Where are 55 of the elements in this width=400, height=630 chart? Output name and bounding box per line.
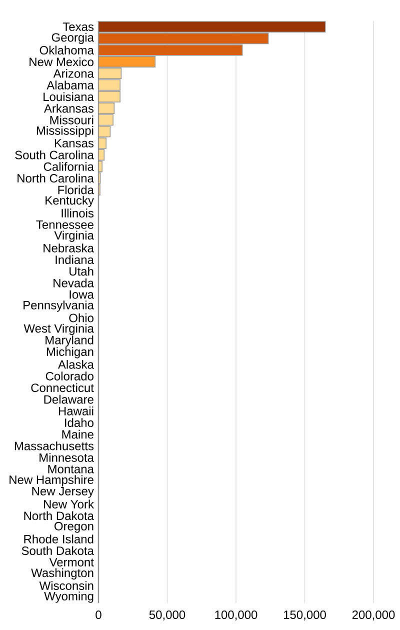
- y-tick-label: New York: [44, 500, 94, 508]
- y-tick-label: Maryland: [46, 336, 94, 347]
- y-tick-label: Rhode Island: [24, 534, 94, 544]
- y-tick-label: Kansas: [54, 139, 94, 148]
- y-tick-label: Louisiana: [44, 92, 94, 102]
- y-tick-label: Nevada: [54, 278, 94, 288]
- y-tick-label: Illinois: [62, 208, 94, 218]
- y-tick-label: Arizona: [53, 68, 94, 78]
- y-tick-label: California: [44, 162, 94, 171]
- y-tick-label: Iowa: [70, 290, 94, 299]
- y-tick-label: Vermont: [49, 558, 94, 566]
- y-tick-label: Connecticut: [31, 383, 94, 392]
- x-tick-label: 100,000: [215, 610, 258, 620]
- y-tick-label: Indiana: [56, 255, 94, 264]
- y-tick-label: North Dakota: [24, 511, 94, 520]
- y-tick-label: Alabama: [46, 80, 94, 90]
- y-tick-label: Delaware: [44, 394, 94, 404]
- y-tick-label: Arkansas: [44, 104, 94, 113]
- y-tick-label: Idaho: [65, 418, 94, 427]
- y-tick-label: New Jersey: [32, 487, 94, 498]
- y-tick-label: Kentucky: [46, 196, 94, 208]
- y-tick-label: New Hampshire: [10, 475, 94, 486]
- y-tick-label: Michigan: [46, 347, 94, 358]
- y-tick-label: Alaska: [58, 360, 94, 369]
- y-tick-label: Massachusetts: [14, 441, 94, 450]
- y-tick-label: Texas: [62, 22, 94, 32]
- y-tick-label: South Dakota: [22, 546, 94, 556]
- y-tick-label: Utah: [70, 266, 94, 276]
- y-tick-label: Wisconsin: [39, 581, 94, 590]
- y-tick-label: Mississippi: [36, 126, 94, 138]
- x-tick-label: 150,000: [284, 610, 326, 620]
- y-tick-label: Ohio: [69, 313, 94, 322]
- y-tick-label: Virginia: [54, 230, 94, 242]
- y-tick-label: Hawaii: [58, 406, 94, 416]
- y-tick-label: Minnesota: [40, 453, 94, 462]
- y-tick-label: South Carolina: [15, 150, 94, 160]
- y-tick-label: New Mexico: [30, 57, 94, 66]
- y-tick-label: Tennessee: [36, 220, 94, 229]
- x-tick-label: 200,000: [352, 610, 395, 620]
- y-tick-label: North Carolina: [18, 174, 94, 183]
- x-tick-label: 50,000: [149, 610, 186, 620]
- y-tick-label: Washington: [31, 568, 94, 580]
- y-tick-label: Colorado: [46, 372, 94, 380]
- y-tick-label: Wyoming: [44, 592, 94, 603]
- y-tick-label: Pennsylvania: [24, 300, 94, 312]
- y-tick-label: Georgia: [52, 32, 94, 44]
- y-tick-label: Oklahoma: [40, 46, 94, 55]
- y-tick-label: Oregon: [54, 522, 94, 533]
- y-tick-label: Florida: [58, 185, 94, 194]
- y-tick-label: West Virginia: [24, 324, 94, 336]
- y-tick-label: Maine: [62, 430, 94, 439]
- y-tick-label: Missouri: [50, 116, 94, 124]
- x-tick-label: 0: [96, 610, 102, 620]
- y-tick-label: Montana: [48, 464, 94, 474]
- y-tick-label: Nebraska: [44, 244, 94, 252]
